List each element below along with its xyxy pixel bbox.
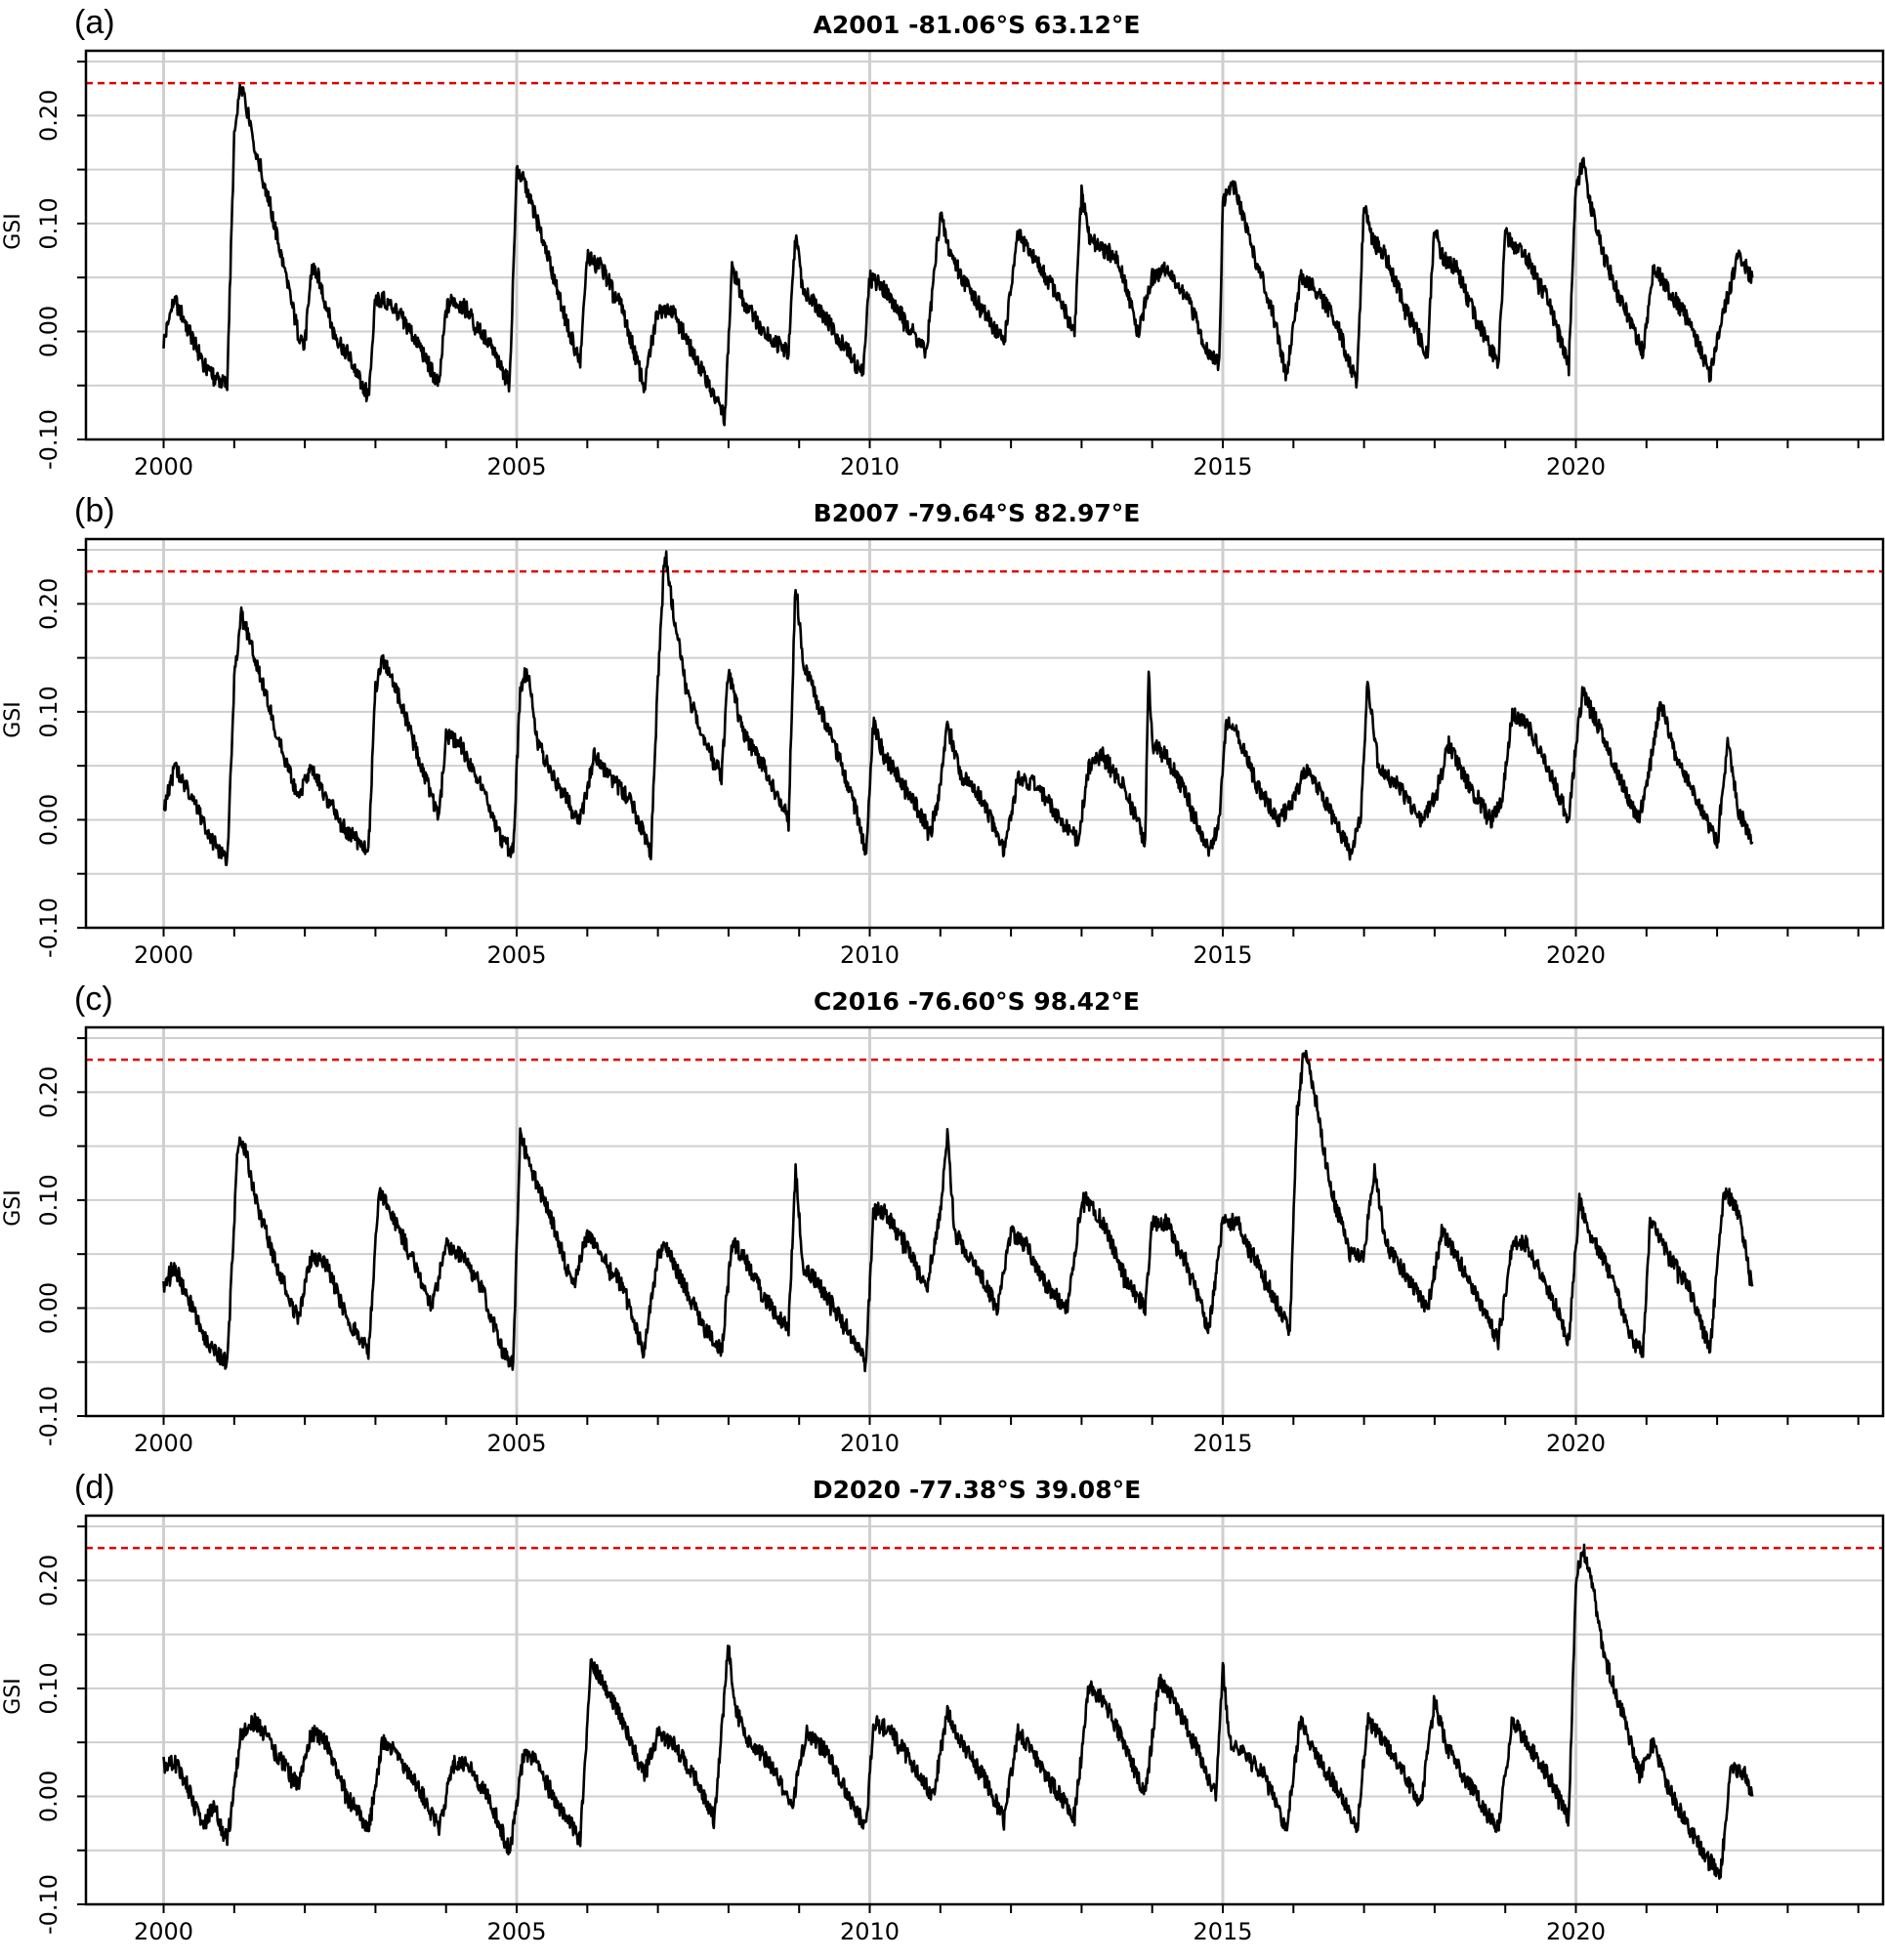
x-tick-label: 2005 [486,1430,546,1457]
y-axis-label: GSI [1,1678,25,1715]
chart-panel-a: 2000 2005 2010 2015 2020 -0.10 0.00 0.10 0.20 GSI… [1,4,1885,480]
y-tick-label: 0.10 [35,686,63,737]
x-tick-label: 2015 [1193,1430,1252,1457]
plot-frame [84,537,1885,930]
plot-frame [84,1514,1885,1906]
x-tick-label: 2000 [134,941,193,969]
gsi-series-line [162,550,1754,866]
y-tick-label: 0.00 [35,794,63,846]
panel-title: B2007 -79.64°S 82.97°E [814,499,1141,527]
y-tick-label: 0.20 [35,578,63,630]
y-axis-label: GSI [1,701,25,738]
y-tick-label: 0.00 [35,306,63,357]
chart-panel-d: 2000 2005 2010 2015 2020 -0.10 0.00 0.10 0.20 GSI… [1,1469,1885,1945]
y-axis-label: GSI [1,1189,25,1227]
x-tick-label: 2005 [486,453,546,480]
y-tick-label: 0.10 [35,1174,63,1226]
y-tick-label: 0.10 [35,1662,63,1714]
chart-panel-c: 2000 2005 2010 2015 2020 -0.10 0.00 0.10 0.20 GSI… [1,980,1885,1457]
y-tick-label: -0.10 [35,1386,63,1446]
panel-label: (a) [74,4,115,41]
y-tick-label: 0.20 [35,90,63,142]
chart-panel-b: 2000 2005 2010 2015 2020 -0.10 0.00 0.10 0.20 GSI… [1,492,1885,969]
x-tick-label: 2015 [1193,941,1252,969]
x-tick-label: 2020 [1546,1430,1606,1457]
y-tick-label: 0.20 [35,1066,63,1118]
y-tick-label: 0.20 [35,1555,63,1606]
y-tick-label: -0.10 [35,1874,63,1935]
x-tick-label: 2015 [1193,453,1252,480]
panel-title: A2001 -81.06°S 63.12°E [814,11,1141,39]
plot-frame [84,49,1885,441]
x-tick-label: 2005 [486,941,546,969]
gsi-series-line [162,1543,1754,1880]
x-tick-label: 2010 [840,941,900,969]
panel-label: (d) [74,1469,115,1506]
x-tick-label: 2020 [1546,453,1606,480]
panel-title: C2016 -76.60°S 98.42°E [814,987,1140,1016]
x-tick-label: 2000 [134,1918,193,1945]
y-tick-label: 0.10 [35,197,63,249]
y-tick-label: 0.00 [35,1771,63,1822]
x-tick-label: 2005 [486,1918,546,1945]
gsi-series-line [162,1049,1754,1373]
x-tick-label: 2020 [1546,941,1606,969]
y-axis-label: GSI [1,213,25,250]
y-tick-label: -0.10 [35,897,63,958]
panel-label: (b) [74,492,115,529]
plot-frame [84,1025,1885,1418]
x-tick-label: 2010 [840,1430,900,1457]
panel-title: D2020 -77.38°S 39.08°E [813,1476,1141,1504]
gsi-series-line [162,83,1754,427]
x-tick-label: 2000 [134,453,193,480]
x-tick-label: 2020 [1546,1918,1606,1945]
x-tick-label: 2015 [1193,1918,1252,1945]
y-tick-label: -0.10 [35,409,63,470]
x-tick-label: 2010 [840,453,900,480]
panel-label: (c) [74,980,113,1018]
x-tick-label: 2010 [840,1918,900,1945]
x-tick-label: 2000 [134,1430,193,1457]
y-tick-label: 0.00 [35,1282,63,1334]
